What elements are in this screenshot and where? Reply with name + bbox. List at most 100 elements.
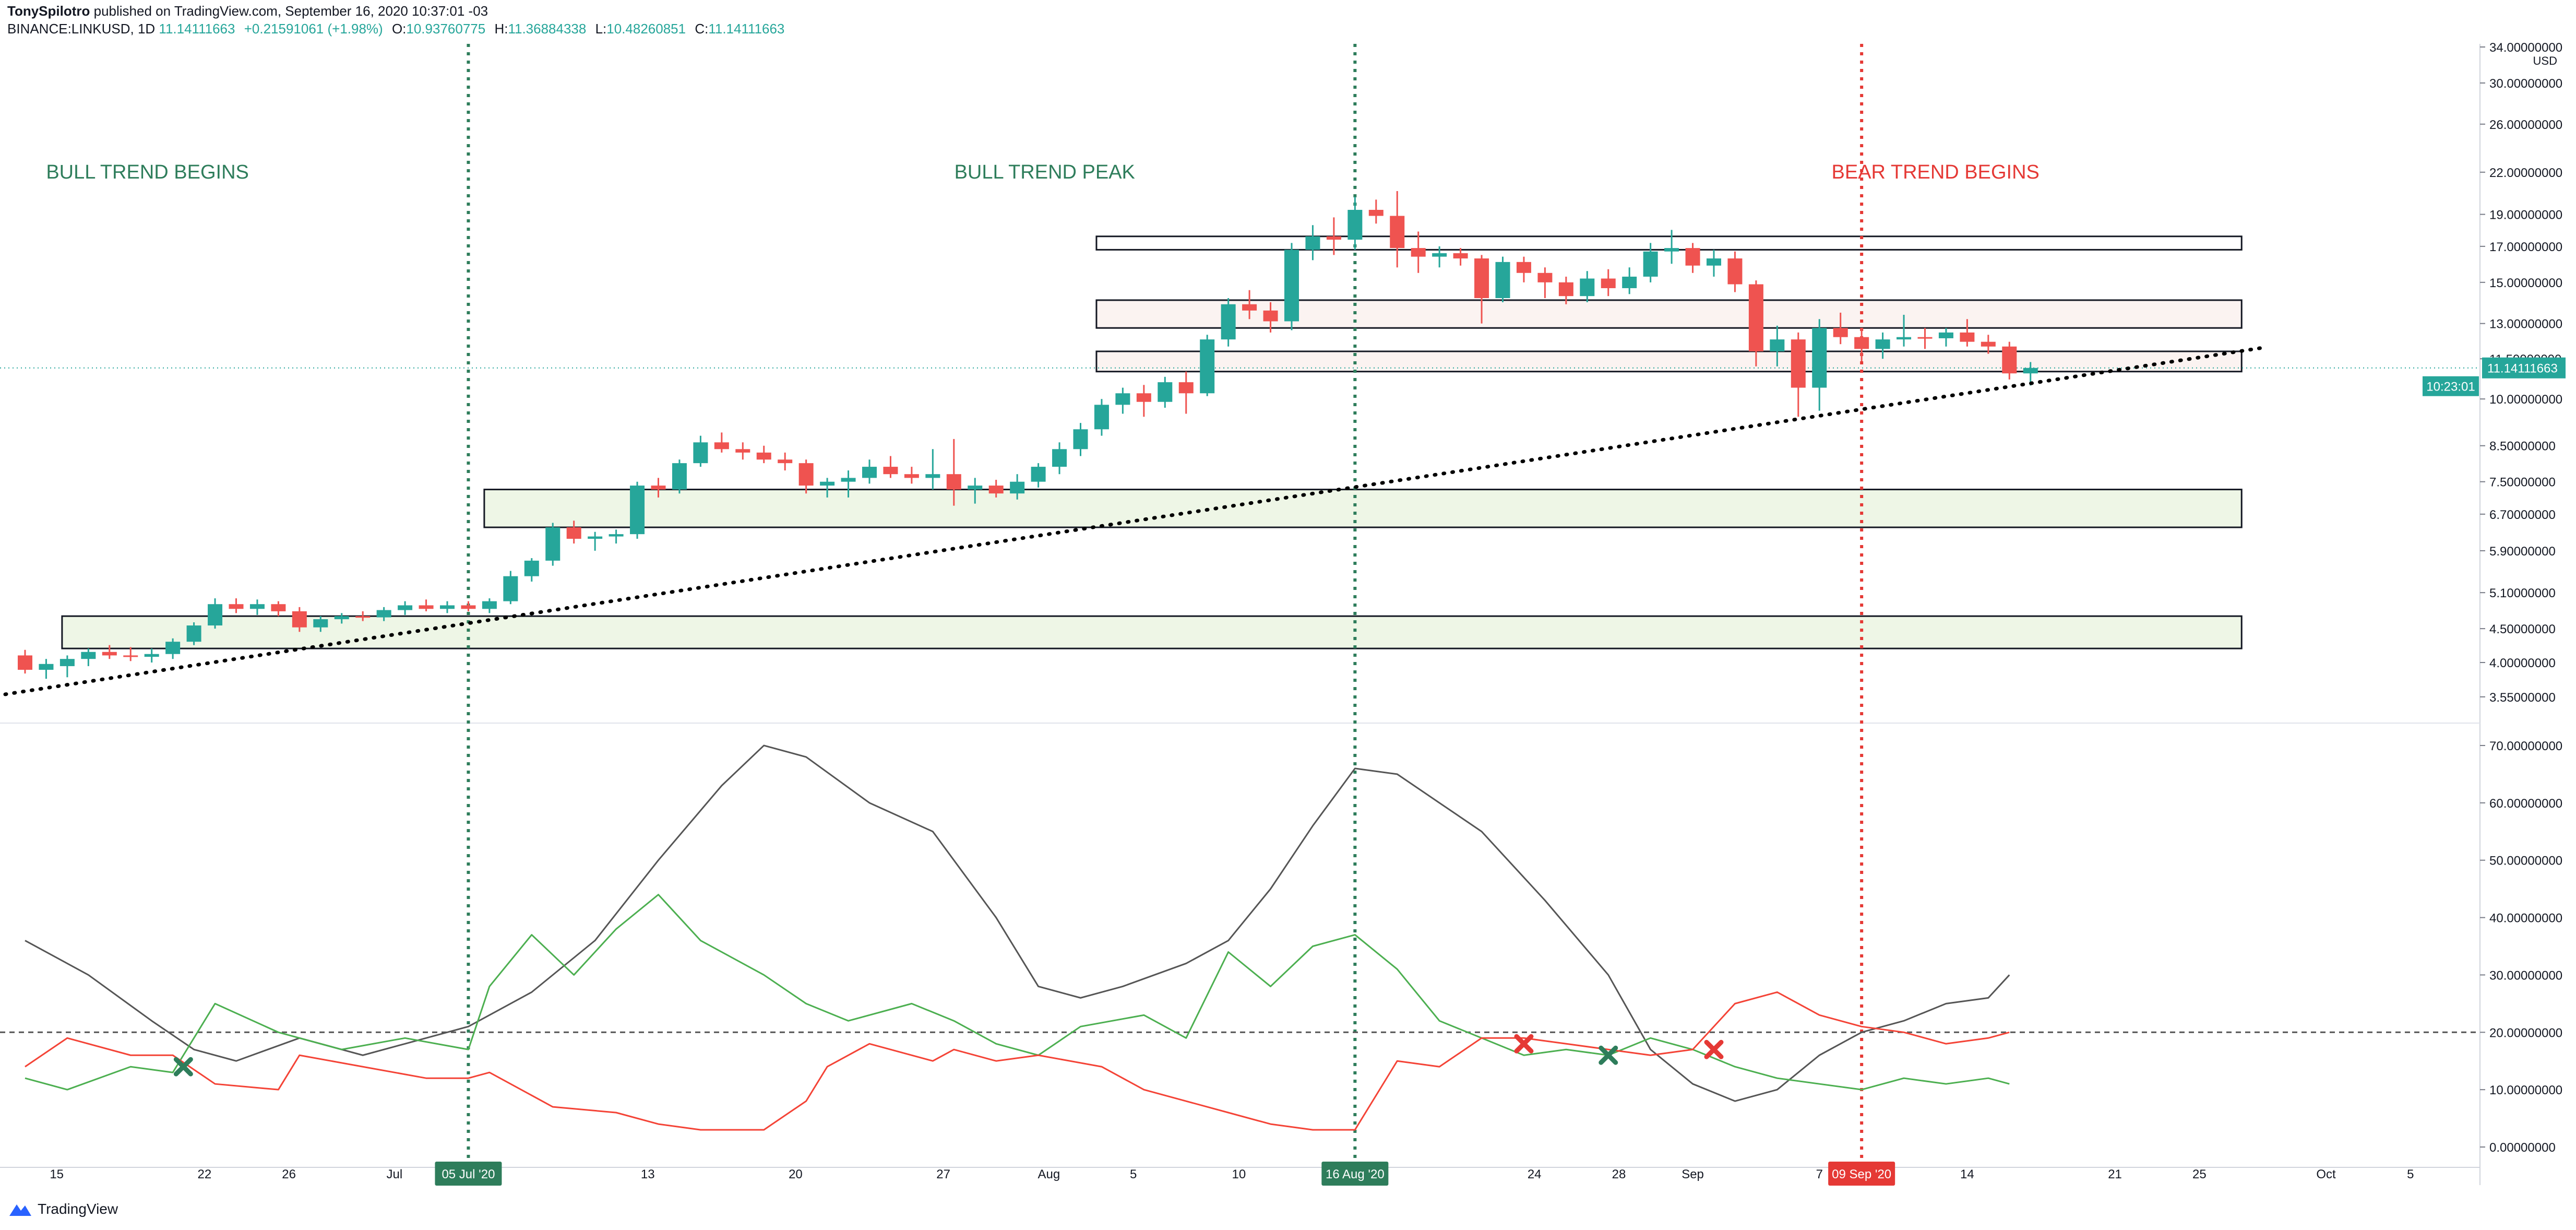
tradingview-logo[interactable]: TradingView: [8, 1201, 118, 1217]
countdown-text: 10:23:01: [2426, 380, 2475, 394]
time-tick-label: 10: [1232, 1167, 1246, 1181]
crossover-marker: [1599, 1045, 1618, 1065]
candle-body: [1347, 209, 1363, 240]
candle-body: [1453, 253, 1468, 259]
price-tick-label: 22.00000000: [2489, 166, 2562, 180]
last-price-badge-text: 11.14111663: [2487, 362, 2558, 376]
candle-body: [714, 442, 729, 450]
candle-body: [1833, 328, 1848, 337]
candle-body: [545, 527, 560, 561]
candle-body: [1094, 405, 1109, 430]
candle-body: [1917, 337, 1933, 339]
candle-body: [482, 601, 497, 609]
candle-body: [2023, 368, 2038, 374]
crossover-marker: [1514, 1034, 1534, 1054]
candle-body: [376, 610, 391, 618]
indicator-tick-label: 60.00000000: [2489, 797, 2562, 811]
support-resistance-zone: [1095, 235, 2243, 251]
candle-body: [355, 616, 371, 618]
event-date-badge: [435, 1162, 502, 1186]
candle-body: [1178, 382, 1194, 394]
time-tick-label: 14: [1960, 1167, 1974, 1181]
candle-body: [144, 654, 159, 657]
candle-body: [841, 478, 856, 482]
candle-body: [1685, 248, 1700, 266]
time-tick-label: 21: [2108, 1167, 2122, 1181]
indicator-tick-label: 30.00000000: [2489, 968, 2562, 983]
candle-body: [1495, 262, 1510, 299]
low-label: L:: [595, 21, 607, 37]
price-tick-label: 15.00000000: [2489, 276, 2562, 290]
close-label: C:: [695, 21, 709, 37]
candle-body: [672, 463, 687, 490]
candle-body: [651, 486, 666, 490]
candle-body: [398, 605, 413, 610]
candle-body: [1558, 282, 1573, 297]
candle-body: [271, 604, 286, 611]
candle-body: [249, 604, 265, 609]
author-name[interactable]: TonySpilotro: [7, 3, 90, 19]
candle-body: [1622, 276, 1637, 288]
candle-body: [1136, 393, 1151, 402]
candle-body: [1897, 337, 1912, 340]
candle-body: [1031, 467, 1046, 482]
trend-annotation: BULL TREND PEAK: [955, 161, 1135, 183]
indicator-series-adx: [25, 744, 2010, 1102]
trend-annotation: BULL TREND BEGINS: [46, 161, 249, 183]
candle-body: [186, 625, 201, 642]
price-tick-label: 17.00000000: [2489, 240, 2562, 254]
time-tick-label: 15: [50, 1167, 64, 1181]
candle-body: [1854, 337, 1869, 349]
candle-body: [2002, 346, 2017, 374]
candle-body: [292, 611, 307, 628]
candle-body: [1791, 339, 1806, 388]
candle-body: [968, 486, 983, 490]
indicator-tick-label: 50.00000000: [2489, 854, 2562, 868]
rising-trendline: [3, 346, 2265, 696]
price-tick-label: 19.00000000: [2489, 208, 2562, 222]
time-tick-label: Oct: [2316, 1167, 2336, 1181]
candle-body: [1010, 481, 1025, 494]
candle-body: [756, 452, 771, 460]
event-date-label: 16 Aug '20: [1326, 1167, 1385, 1181]
crossover-x-stroke: [1599, 1045, 1618, 1065]
time-tick-label: Aug: [1037, 1167, 1060, 1181]
time-tick-label: 13: [641, 1167, 655, 1181]
event-date-badge: [1828, 1162, 1895, 1186]
candle-body: [988, 486, 1004, 494]
candle-body: [925, 474, 940, 478]
price-tick-label: 7.50000000: [2489, 476, 2556, 490]
candle-body: [1960, 332, 1975, 342]
ohlc-line: BINANCE:LINKUSD, 1D 11.14111663 +0.21591…: [7, 21, 790, 37]
candle-body: [820, 481, 835, 486]
candle-body: [1284, 250, 1299, 322]
price-tick-label: 10.00000000: [2489, 393, 2562, 407]
candle-body: [229, 604, 244, 609]
candle-body: [208, 604, 223, 626]
candle-body: [1474, 258, 1489, 299]
crossover-marker: [173, 1057, 193, 1077]
candle-body: [461, 605, 476, 609]
candle-body: [1158, 382, 1173, 402]
countdown-badge: [2423, 376, 2479, 396]
tradingview-logo-icon: [9, 1204, 31, 1216]
candle-body: [1875, 339, 1890, 349]
time-tick-label: 5: [2407, 1167, 2414, 1181]
price-tick-label: 5.10000000: [2489, 586, 2556, 600]
symbol-label: BINANCE:LINKUSD, 1D: [7, 21, 156, 37]
close-value: 11.14111663: [708, 21, 785, 37]
currency-label: USD: [2533, 54, 2557, 67]
candle-body: [1770, 339, 1785, 352]
indicator-tick-label: 40.00000000: [2489, 912, 2562, 926]
time-tick-label: 28: [1612, 1167, 1626, 1181]
last-price: 11.14111663: [159, 21, 235, 37]
candle-body: [1221, 304, 1236, 340]
crossover-marker: [1704, 1039, 1724, 1059]
candle-body: [1643, 251, 1658, 277]
event-date-badge: [1321, 1162, 1389, 1186]
candle-body: [630, 486, 645, 535]
indicator-tick-label: 70.00000000: [2489, 739, 2562, 753]
candle-body: [778, 459, 793, 464]
candle-body: [165, 642, 181, 654]
